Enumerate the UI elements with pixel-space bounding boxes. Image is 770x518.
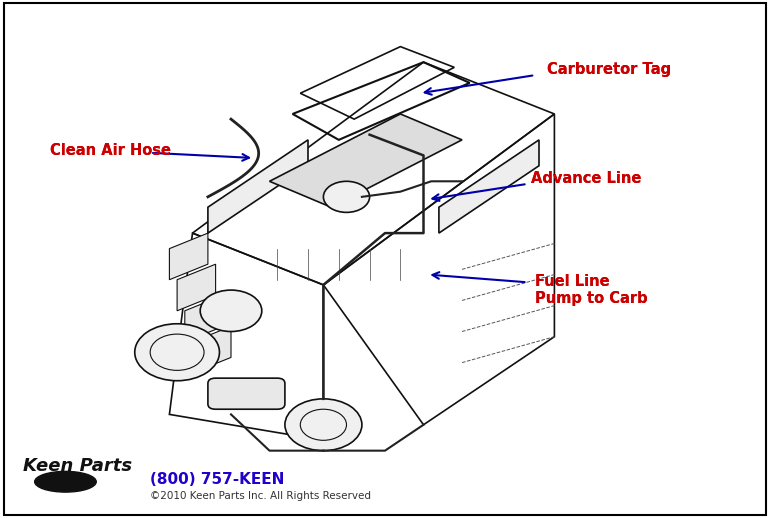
Polygon shape bbox=[185, 295, 223, 342]
Ellipse shape bbox=[35, 471, 96, 492]
FancyBboxPatch shape bbox=[208, 378, 285, 409]
Polygon shape bbox=[192, 326, 231, 373]
Circle shape bbox=[135, 324, 219, 381]
Polygon shape bbox=[208, 140, 308, 233]
Text: Fuel Line
Pump to Carb: Fuel Line Pump to Carb bbox=[535, 274, 648, 306]
Text: Keen Parts: Keen Parts bbox=[23, 457, 132, 475]
Text: ©2010 Keen Parts Inc. All Rights Reserved: ©2010 Keen Parts Inc. All Rights Reserve… bbox=[150, 491, 371, 501]
Text: Fuel Line
Pump to Carb: Fuel Line Pump to Carb bbox=[535, 274, 648, 306]
Text: Advance Line: Advance Line bbox=[531, 171, 641, 186]
Text: Carburetor Tag: Carburetor Tag bbox=[547, 63, 671, 77]
Circle shape bbox=[200, 290, 262, 332]
Text: Carburetor Tag: Carburetor Tag bbox=[547, 63, 671, 77]
Polygon shape bbox=[439, 140, 539, 233]
Polygon shape bbox=[177, 264, 216, 311]
Polygon shape bbox=[169, 233, 208, 280]
Circle shape bbox=[323, 181, 370, 212]
Text: Clean Air Hose: Clean Air Hose bbox=[50, 143, 171, 157]
Text: Advance Line: Advance Line bbox=[531, 171, 641, 186]
Circle shape bbox=[285, 399, 362, 451]
Text: (800) 757-KEEN: (800) 757-KEEN bbox=[150, 472, 285, 486]
Polygon shape bbox=[270, 114, 462, 207]
Text: Clean Air Hose: Clean Air Hose bbox=[50, 143, 171, 157]
